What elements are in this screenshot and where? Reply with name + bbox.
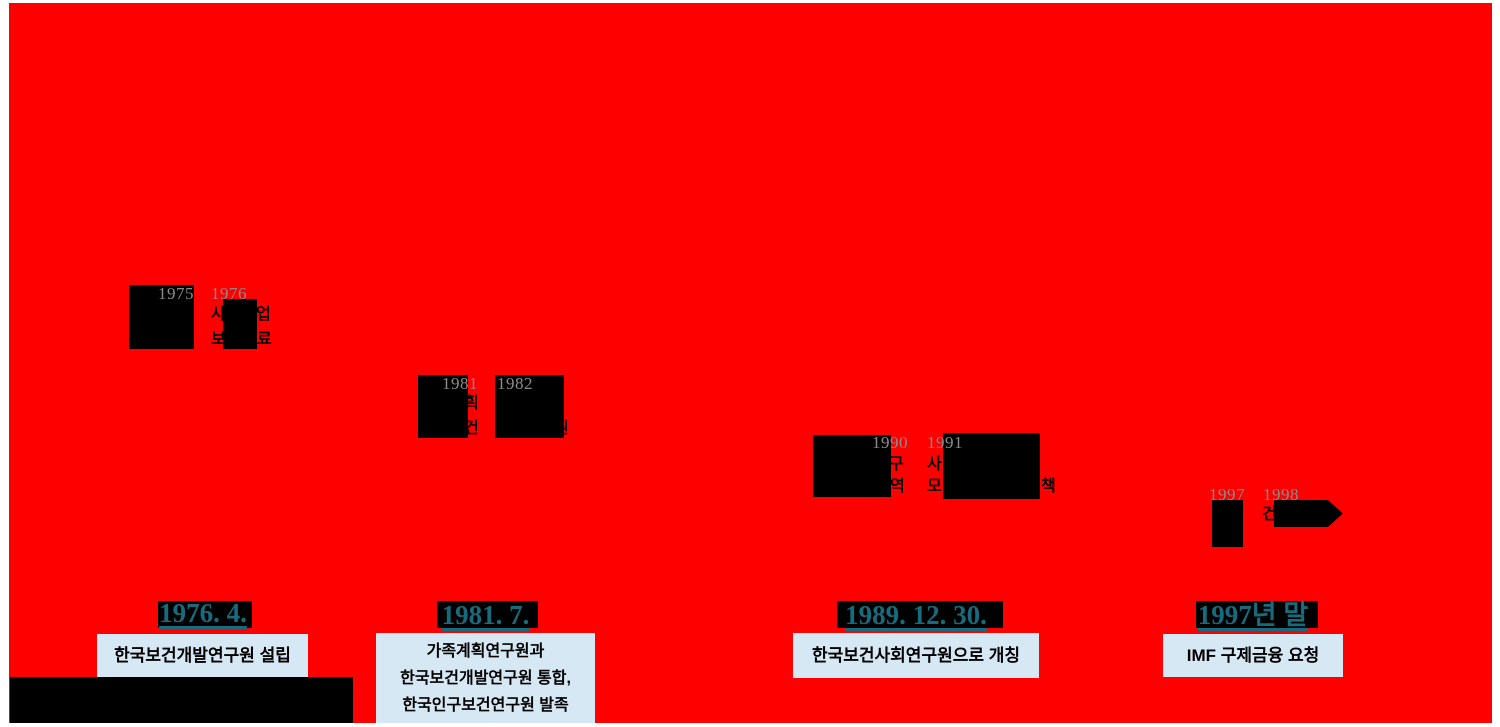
text-fragment: 건 [1262, 506, 1277, 523]
text-fragment: 업 [256, 306, 271, 323]
text-fragment: 사 [927, 456, 942, 473]
redaction-box [129, 285, 194, 349]
date-highlight-strip [158, 601, 252, 628]
redaction-box [1212, 500, 1243, 547]
milestone-callout: 한국보건사회연구원으로 개칭 [793, 633, 1039, 678]
text-fragment: 사 [211, 306, 226, 323]
redaction-box [223, 299, 257, 349]
text-fragment: 모 [927, 478, 942, 495]
text-fragment: 보 [211, 331, 226, 348]
milestone-date: 1981. 7. [441, 600, 530, 630]
text-fragment: 책 [1041, 478, 1056, 495]
date-highlight-strip [1196, 601, 1318, 628]
redaction-box [10, 677, 353, 723]
date-highlight-strip [437, 601, 538, 628]
milestone-date: 1989. 12. 30. [845, 600, 987, 630]
year-label: 1998 [1263, 485, 1299, 504]
year-label: 1975 [158, 284, 194, 303]
year-label: 1982 [497, 374, 533, 393]
text-fragment: 료 [257, 331, 272, 348]
text-fragment: 원 [554, 420, 569, 437]
milestone-date: 1997년 말 [1197, 600, 1309, 630]
text-fragment: 건 [464, 420, 479, 437]
redaction-box [943, 433, 1040, 499]
milestone-callout: 한국보건개발연구원 설립 [97, 634, 308, 677]
redaction-box [813, 435, 891, 497]
redaction-box [418, 375, 468, 438]
year-label: 1997 [1209, 485, 1245, 504]
year-label: 1976 [211, 284, 247, 303]
year-label: 1991 [927, 433, 963, 452]
milestone-callout: 가족계획연구원과 한국보건개발연구원 통합, 한국인구보건연구원 발족 [376, 633, 595, 723]
milestone-callout: IMF 구제금융 요청 [1163, 634, 1343, 677]
date-highlight-strip [837, 601, 1003, 628]
text-fragment: 획 [464, 395, 479, 412]
redaction-box [495, 375, 564, 438]
redaction-arrow-shape [1274, 500, 1343, 527]
text-fragment: 역 [890, 478, 905, 495]
milestone-date: 1976. 4. [159, 598, 247, 628]
year-label: 1981 [442, 374, 478, 393]
year-label: 1990 [872, 433, 908, 452]
text-fragment: 구 [889, 456, 904, 473]
